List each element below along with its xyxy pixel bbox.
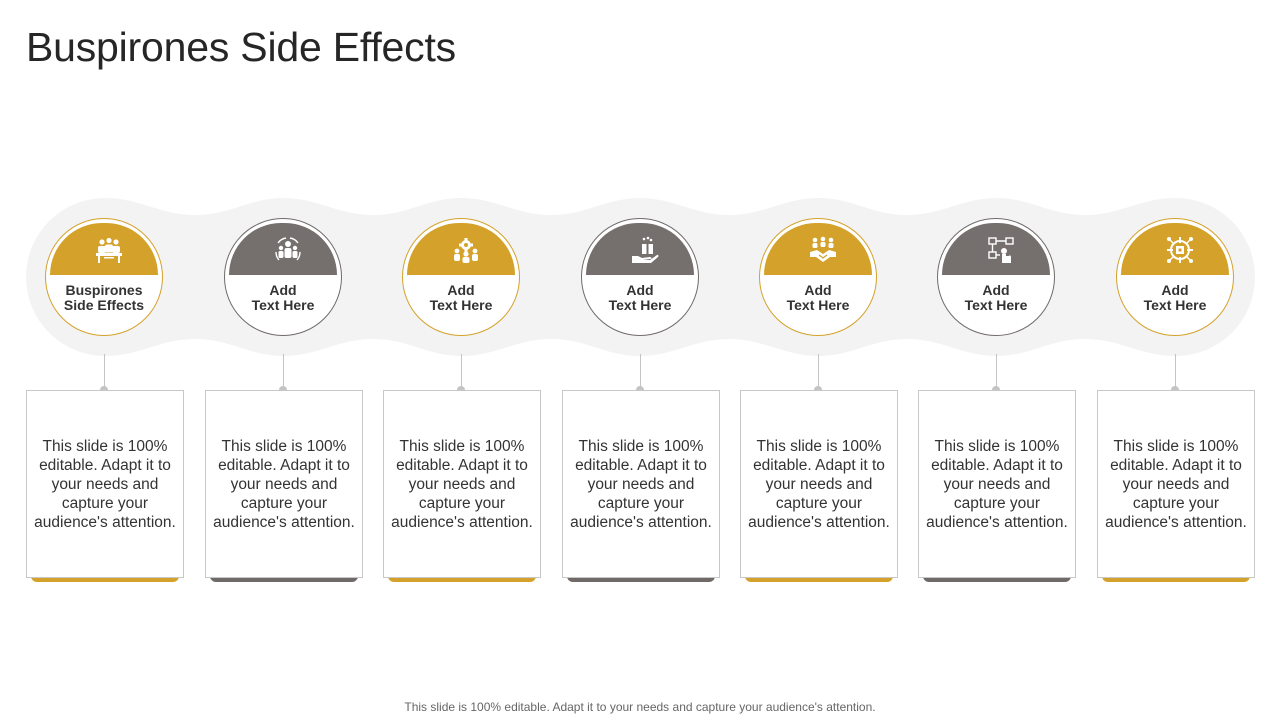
step-title: Buspirones Side Effects — [63, 282, 145, 313]
card-accent-bar — [1102, 576, 1250, 582]
card-accent-bar — [923, 576, 1071, 582]
hand-box-icon — [632, 236, 659, 263]
description-card: This slide is 100% editable. Adapt it to… — [918, 390, 1076, 578]
workflow-click-icon — [988, 237, 1014, 263]
description-card: This slide is 100% editable. Adapt it to… — [26, 390, 184, 578]
description-card: This slide is 100% editable. Adapt it to… — [740, 390, 898, 578]
target-network-icon — [1167, 237, 1193, 263]
step-circle-cap — [764, 223, 872, 275]
step-title: Add Text Here — [786, 282, 850, 313]
step-title: Add Text Here — [251, 282, 315, 313]
description-text: This slide is 100% editable. Adapt it to… — [1105, 437, 1247, 531]
step-title: Add Text Here — [964, 282, 1028, 313]
connector-line — [996, 354, 997, 390]
connector-line — [461, 354, 462, 390]
step-7: Add Text Here This slide is 100% editabl… — [1086, 0, 1266, 720]
connector-line — [1175, 354, 1176, 390]
card-accent-bar — [388, 576, 536, 582]
description-text: This slide is 100% editable. Adapt it to… — [926, 437, 1068, 531]
slide-title: Buspirones Side Effects — [26, 24, 456, 70]
connector-line — [818, 354, 819, 390]
step-circle-cap — [942, 223, 1050, 275]
card-accent-bar — [745, 576, 893, 582]
connector-line — [640, 354, 641, 390]
description-card: This slide is 100% editable. Adapt it to… — [562, 390, 720, 578]
step-circle: Add Text Here — [224, 218, 342, 336]
step-title: Add Text Here — [1143, 282, 1207, 313]
card-accent-bar — [31, 576, 179, 582]
description-text: This slide is 100% editable. Adapt it to… — [391, 437, 533, 531]
footer-note: This slide is 100% editable. Adapt it to… — [404, 700, 876, 714]
description-card: This slide is 100% editable. Adapt it to… — [383, 390, 541, 578]
connector-line — [104, 354, 105, 390]
step-4: Add Text Here This slide is 100% editabl… — [551, 0, 731, 720]
step-circle-cap — [229, 223, 337, 275]
people-meeting-icon — [96, 237, 122, 263]
step-circle-cap — [50, 223, 158, 275]
team-cycle-icon — [275, 237, 301, 261]
card-accent-bar — [567, 576, 715, 582]
step-2: Add Text Here This slide is 100% editabl… — [194, 0, 374, 720]
step-circle: Buspirones Side Effects — [45, 218, 163, 336]
step-title: Add Text Here — [429, 282, 493, 313]
team-gear-icon — [454, 238, 478, 263]
step-6: Add Text Here This slide is 100% editabl… — [907, 0, 1087, 720]
step-circle: Add Text Here — [581, 218, 699, 336]
step-circle: Add Text Here — [402, 218, 520, 336]
step-circle-cap — [407, 223, 515, 275]
step-title: Add Text Here — [608, 282, 672, 313]
step-circle: Add Text Here — [937, 218, 1055, 336]
step-1: Buspirones Side Effects This slide is 10… — [15, 0, 195, 720]
description-card: This slide is 100% editable. Adapt it to… — [205, 390, 363, 578]
description-card: This slide is 100% editable. Adapt it to… — [1097, 390, 1255, 578]
handshake-group-icon — [810, 236, 836, 262]
step-3: Add Text Here This slide is 100% editabl… — [372, 0, 552, 720]
connector-line — [283, 354, 284, 390]
description-text: This slide is 100% editable. Adapt it to… — [748, 437, 890, 531]
description-text: This slide is 100% editable. Adapt it to… — [213, 437, 355, 531]
description-text: This slide is 100% editable. Adapt it to… — [570, 437, 712, 531]
step-circle-cap — [1121, 223, 1229, 275]
step-5: Add Text Here This slide is 100% editabl… — [729, 0, 909, 720]
description-text: This slide is 100% editable. Adapt it to… — [34, 437, 176, 531]
step-circle-cap — [586, 223, 694, 275]
step-circle: Add Text Here — [1116, 218, 1234, 336]
step-circle: Add Text Here — [759, 218, 877, 336]
card-accent-bar — [210, 576, 358, 582]
